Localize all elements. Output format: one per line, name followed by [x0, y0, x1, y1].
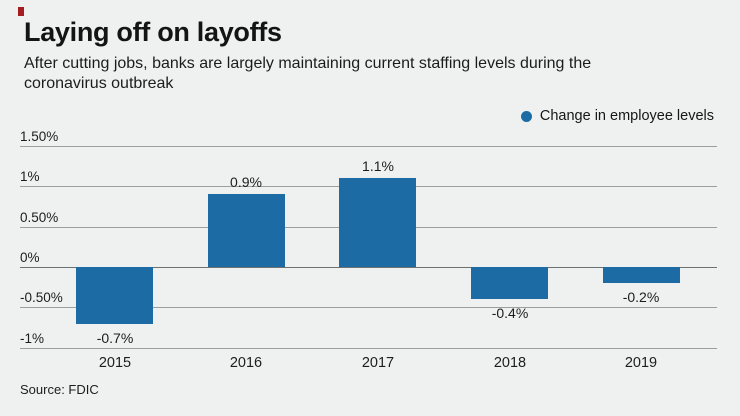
y-axis-tick-label: 0.50%	[20, 210, 59, 225]
bar-value-label: 0.9%	[230, 174, 262, 190]
x-axis-tick-label: 2017	[361, 355, 395, 371]
legend-label: Change in employee levels	[539, 108, 714, 124]
y-axis-tick-label: 1.50%	[20, 129, 59, 144]
x-axis-tick-label: 2015	[98, 355, 132, 371]
y-axis-tick-label: -1%	[20, 331, 45, 346]
bar-2019	[603, 267, 680, 283]
bar-2016	[208, 194, 285, 267]
y-axis-tick-label: -0.50%	[20, 290, 63, 305]
bar-value-label: -0.7%	[96, 330, 134, 346]
source-note: Source: FDIC	[20, 382, 99, 397]
bar-value-label: 1.1%	[362, 158, 394, 174]
chart-title: Laying off on layoffs	[24, 17, 282, 47]
bar-2018	[471, 267, 548, 299]
gridline	[20, 307, 717, 308]
chart-subtitle-line1: After cutting jobs, banks are largely ma…	[24, 55, 592, 72]
zero-gridline	[20, 267, 717, 268]
y-axis-tick-label: 0%	[20, 250, 40, 265]
bar-2017	[339, 178, 416, 267]
x-axis-tick-label: 2016	[229, 355, 263, 371]
bar-2015	[76, 267, 153, 324]
x-axis-tick-label: 2019	[624, 355, 658, 371]
chart-subtitle: After cutting jobs, banks are largely ma…	[24, 54, 591, 93]
bar-value-label: -0.2%	[622, 289, 660, 305]
legend: Change in employee levels	[520, 108, 714, 124]
x-axis-tick-label: 2018	[493, 355, 527, 371]
chart-subtitle-line2: coronavirus outbreak	[24, 74, 174, 92]
bar-value-label: -0.4%	[491, 305, 529, 321]
y-axis-tick-label: 1%	[20, 169, 40, 184]
gridline	[20, 348, 717, 349]
legend-marker-icon	[520, 110, 532, 122]
brand-accent-mark	[18, 7, 24, 16]
gridline	[20, 146, 717, 147]
